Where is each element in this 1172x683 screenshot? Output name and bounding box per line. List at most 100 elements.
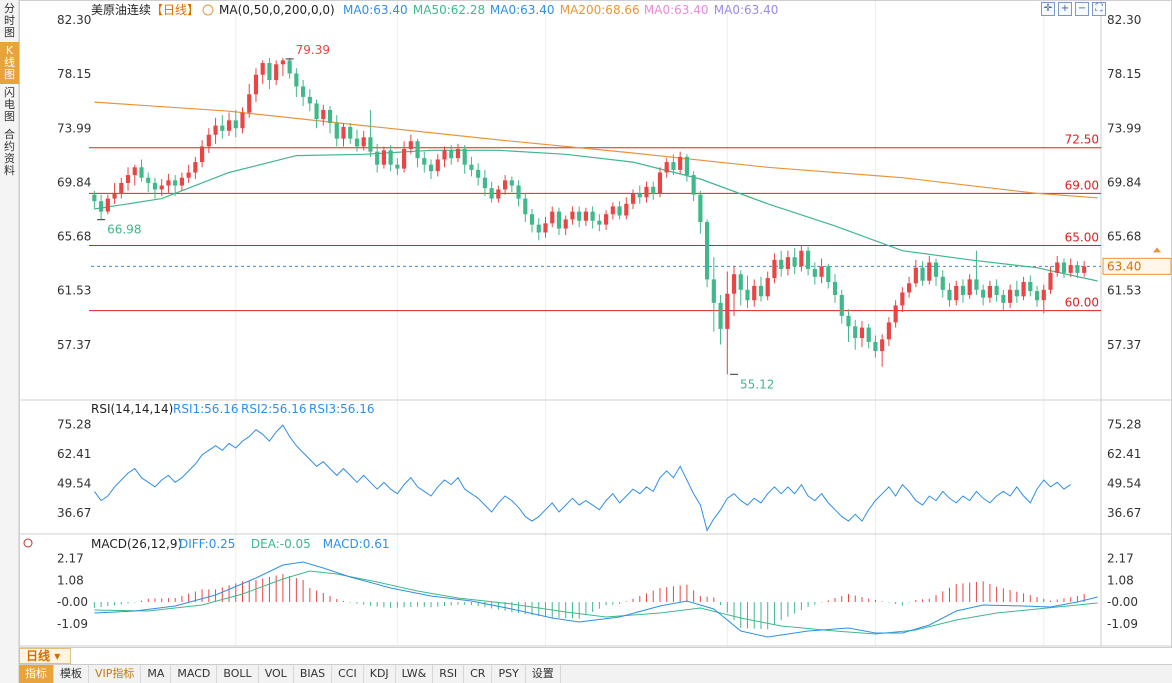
zoom-out-icon[interactable]: − bbox=[1075, 2, 1089, 16]
tab-timeshare[interactable]: 分时图 bbox=[4, 2, 15, 39]
y-tick-right-0: 82.30 bbox=[1107, 13, 1141, 27]
rsi-tick-left-0: 75.28 bbox=[57, 418, 91, 432]
candle-body bbox=[226, 120, 232, 131]
ma-value-5: MA0:63.40 bbox=[714, 3, 779, 17]
candle-body bbox=[274, 64, 279, 80]
candle-body bbox=[570, 211, 575, 220]
candle-body bbox=[503, 180, 508, 190]
candle-body bbox=[738, 274, 743, 290]
indicator-tab-1[interactable]: 模板 bbox=[54, 665, 89, 683]
rsi-value-0: RSI1:56.16 bbox=[173, 402, 239, 416]
candle-body bbox=[334, 122, 339, 139]
indicator-tab-kdj[interactable]: KDJ bbox=[364, 665, 396, 683]
candle-body bbox=[536, 224, 541, 233]
indicator-tab-cr[interactable]: CR bbox=[464, 665, 493, 683]
tab-contract-info[interactable]: 合约资料 bbox=[4, 128, 15, 177]
candle-body bbox=[832, 281, 838, 296]
indicator-tab-lw[interactable]: LW& bbox=[396, 665, 434, 683]
candle-body bbox=[267, 63, 272, 80]
candle-body bbox=[476, 169, 481, 178]
indicator-tab-vol[interactable]: VOL bbox=[259, 665, 294, 683]
candle-body bbox=[967, 279, 972, 296]
candle-body bbox=[415, 141, 420, 159]
candle-body bbox=[705, 222, 710, 280]
indicator-tab-14[interactable]: 设置 bbox=[526, 665, 561, 683]
candle-body bbox=[1055, 262, 1060, 273]
rsi-tick-left-3: 36.67 bbox=[57, 506, 91, 520]
ma-value-0: MA0:63.40 bbox=[343, 3, 408, 17]
crosshair-icon[interactable]: ✛ bbox=[1041, 2, 1055, 16]
candle-body bbox=[987, 285, 992, 298]
candle-body bbox=[428, 164, 434, 172]
candle-body bbox=[455, 149, 461, 159]
rsi-value-2: RSI3:56.16 bbox=[309, 402, 375, 416]
candle-body bbox=[590, 211, 595, 221]
candle-body bbox=[260, 63, 265, 75]
indicator-tab-macd[interactable]: MACD bbox=[171, 665, 218, 683]
candle-body bbox=[449, 150, 454, 159]
candle-body bbox=[462, 149, 467, 165]
ma-value-4: MA0:63.40 bbox=[644, 3, 709, 17]
candle-body bbox=[765, 278, 770, 297]
candle-body bbox=[839, 295, 844, 316]
rsi-tick-right-3: 36.67 bbox=[1107, 506, 1141, 520]
candle-body bbox=[610, 206, 615, 215]
candle-body bbox=[657, 172, 663, 194]
tab-flash[interactable]: 闪电图 bbox=[4, 86, 15, 123]
ma200-line bbox=[94, 101, 1098, 199]
candle-body bbox=[361, 137, 366, 147]
fullscreen-icon[interactable]: ⛶ bbox=[1092, 2, 1106, 16]
candle-body bbox=[516, 185, 521, 199]
ma-params: MA(0,50,0,200,0,0) bbox=[219, 3, 335, 17]
level-label-2: 65.00 bbox=[1065, 230, 1099, 244]
candle-body bbox=[1068, 265, 1073, 273]
candle-body bbox=[806, 250, 811, 269]
candle-body bbox=[348, 126, 353, 139]
candle-body bbox=[523, 198, 528, 215]
rsi-tick-left-2: 49.54 bbox=[57, 476, 91, 490]
indicator-tab-vip[interactable]: VIP指标 bbox=[89, 665, 142, 683]
indicator-tab-bias[interactable]: BIAS bbox=[294, 665, 333, 683]
candle-body bbox=[886, 322, 891, 340]
zoom-in-icon[interactable]: + bbox=[1058, 2, 1072, 16]
indicator-tab-0[interactable]: 指标 bbox=[19, 665, 54, 683]
candle-body bbox=[200, 146, 205, 163]
chart-area[interactable]: 82.30 82.30 78.15 78.15 73.99 73.99 69.84 69.84… bbox=[19, 0, 1172, 648]
candle-body bbox=[859, 327, 865, 339]
candle-body bbox=[193, 162, 198, 173]
indicator-tab-boll[interactable]: BOLL bbox=[217, 665, 259, 683]
macd-params: MACD(26,12,9) bbox=[91, 537, 182, 551]
candle-body bbox=[489, 188, 494, 199]
y-tick-left-0: 82.30 bbox=[57, 13, 91, 27]
macd-tick-right-3: -1.09 bbox=[1107, 617, 1138, 631]
candle-body bbox=[375, 151, 380, 165]
candle-body bbox=[125, 175, 131, 183]
candle-body bbox=[220, 125, 225, 131]
low-label-1: 55.12 bbox=[740, 377, 774, 391]
chart-toolbar: ✛ + − ⛶ bbox=[1041, 2, 1106, 16]
candle-body bbox=[974, 279, 979, 290]
indicator-tab-ma[interactable]: MA bbox=[141, 665, 172, 683]
candle-body bbox=[1041, 289, 1046, 301]
candle-body bbox=[812, 268, 817, 277]
level-label-3: 60.00 bbox=[1065, 296, 1099, 310]
candle-body bbox=[294, 73, 299, 87]
candle-body bbox=[469, 164, 474, 170]
candle-body bbox=[179, 177, 184, 186]
y-tick-right-6: 57.37 bbox=[1107, 338, 1141, 352]
y-tick-left-4: 65.68 bbox=[57, 230, 91, 244]
indicator-tab-psy[interactable]: PSY bbox=[492, 665, 526, 683]
candle-body bbox=[577, 211, 582, 221]
candle-body bbox=[146, 177, 151, 183]
indicator-tab-rsi[interactable]: RSI bbox=[433, 665, 465, 683]
ma-value-3: MA200:68.66 bbox=[560, 3, 640, 17]
candle-body bbox=[529, 214, 535, 225]
candle-body bbox=[287, 60, 292, 74]
indicator-tab-cci[interactable]: CCI bbox=[332, 665, 364, 683]
period-selector[interactable]: 日线 ▾ bbox=[19, 648, 71, 664]
candle-body bbox=[718, 302, 723, 329]
low-label-0: 66.98 bbox=[107, 223, 141, 237]
candle-body bbox=[496, 189, 501, 199]
